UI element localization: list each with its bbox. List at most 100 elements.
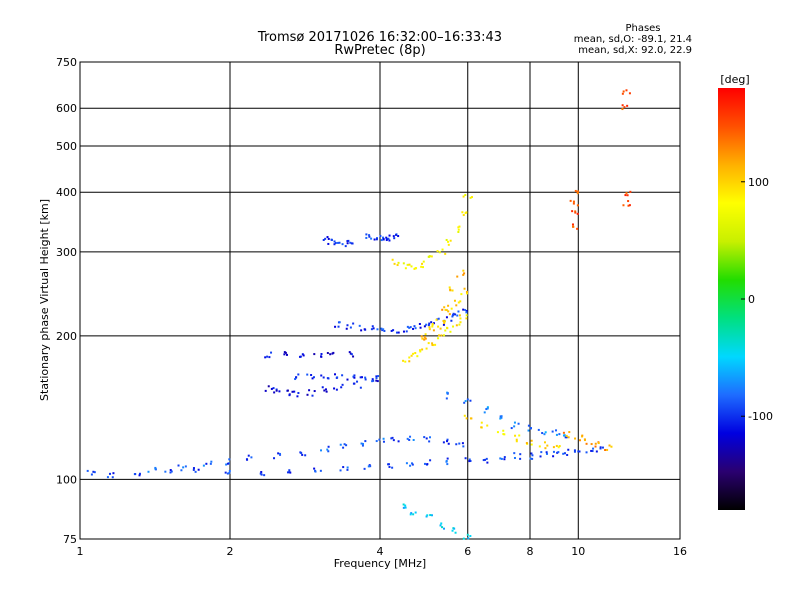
- data-point: [225, 463, 228, 466]
- data-point: [485, 408, 488, 411]
- data-point: [572, 202, 575, 205]
- data-point: [346, 240, 349, 243]
- data-point: [576, 227, 579, 230]
- data-point: [92, 470, 95, 473]
- data-point: [288, 469, 291, 472]
- data-point: [402, 330, 405, 333]
- data-point: [311, 377, 314, 380]
- data-point: [572, 200, 575, 203]
- data-point: [322, 376, 325, 379]
- data-point: [449, 288, 452, 291]
- data-point: [388, 463, 391, 466]
- data-point: [466, 398, 469, 401]
- data-point: [294, 378, 297, 381]
- data-point: [429, 436, 432, 439]
- data-point: [447, 304, 450, 307]
- data-point: [456, 314, 459, 317]
- data-point: [583, 438, 586, 441]
- data-point: [336, 241, 339, 244]
- data-point: [360, 442, 363, 445]
- data-point: [170, 470, 173, 473]
- data-point: [469, 459, 472, 462]
- data-point: [484, 458, 487, 461]
- data-point: [442, 441, 445, 444]
- data-point: [451, 314, 454, 317]
- data-point: [408, 263, 411, 266]
- data-point: [182, 466, 185, 469]
- x-tick-label: 16: [673, 545, 687, 558]
- data-point: [270, 387, 273, 390]
- data-point: [270, 351, 273, 354]
- data-point: [414, 511, 417, 514]
- data-point: [625, 89, 628, 92]
- data-point: [391, 436, 394, 439]
- data-point: [422, 260, 425, 263]
- data-point: [440, 522, 443, 525]
- data-point: [628, 204, 631, 207]
- data-point: [453, 299, 456, 302]
- data-point: [326, 377, 329, 380]
- data-point: [463, 401, 466, 404]
- data-point: [441, 526, 444, 529]
- data-point: [363, 467, 366, 470]
- data-point: [446, 391, 449, 394]
- data-point: [628, 92, 631, 95]
- data-point: [574, 189, 577, 192]
- data-point: [345, 327, 348, 330]
- data-point: [469, 196, 472, 199]
- data-point: [408, 438, 411, 441]
- data-point: [453, 527, 456, 530]
- data-point: [388, 465, 391, 468]
- data-point: [585, 442, 588, 445]
- data-point: [346, 324, 349, 327]
- data-point: [568, 431, 571, 434]
- data-point: [343, 443, 346, 446]
- data-point: [480, 426, 483, 429]
- data-point: [302, 354, 305, 357]
- data-point: [410, 354, 413, 357]
- data-point: [387, 237, 390, 240]
- data-point: [544, 431, 547, 434]
- data-point: [409, 513, 412, 516]
- data-point: [574, 211, 577, 214]
- data-point: [86, 469, 89, 472]
- data-point: [446, 438, 449, 441]
- data-point: [599, 446, 602, 449]
- data-point: [330, 238, 333, 241]
- data-point: [436, 250, 439, 253]
- data-point: [465, 314, 468, 317]
- data-point: [350, 353, 353, 356]
- data-point: [420, 335, 423, 338]
- data-point: [375, 440, 378, 443]
- data-point: [352, 355, 355, 358]
- data-point: [264, 356, 267, 359]
- y-tick-label: 500: [56, 140, 77, 153]
- data-point: [147, 470, 150, 473]
- data-point: [319, 469, 322, 472]
- data-point: [369, 465, 372, 468]
- data-point: [576, 190, 579, 193]
- data-point: [427, 342, 430, 345]
- data-point: [402, 359, 405, 362]
- data-point: [320, 449, 323, 452]
- data-point: [454, 313, 457, 316]
- x-tick-label: 1: [77, 545, 84, 558]
- data-point: [93, 471, 96, 474]
- data-point: [349, 241, 352, 244]
- data-point: [455, 304, 458, 307]
- data-point: [459, 300, 462, 303]
- data-point: [197, 468, 200, 471]
- data-point: [334, 325, 337, 328]
- data-point: [595, 450, 598, 453]
- data-point: [379, 234, 382, 237]
- data-point: [555, 444, 558, 447]
- data-point: [349, 352, 352, 355]
- data-point: [555, 433, 558, 436]
- data-point: [111, 476, 114, 479]
- data-point: [423, 336, 426, 339]
- data-point: [409, 326, 412, 329]
- data-point: [468, 460, 471, 463]
- data-point: [406, 325, 409, 328]
- data-point: [284, 351, 287, 354]
- data-point: [424, 337, 427, 340]
